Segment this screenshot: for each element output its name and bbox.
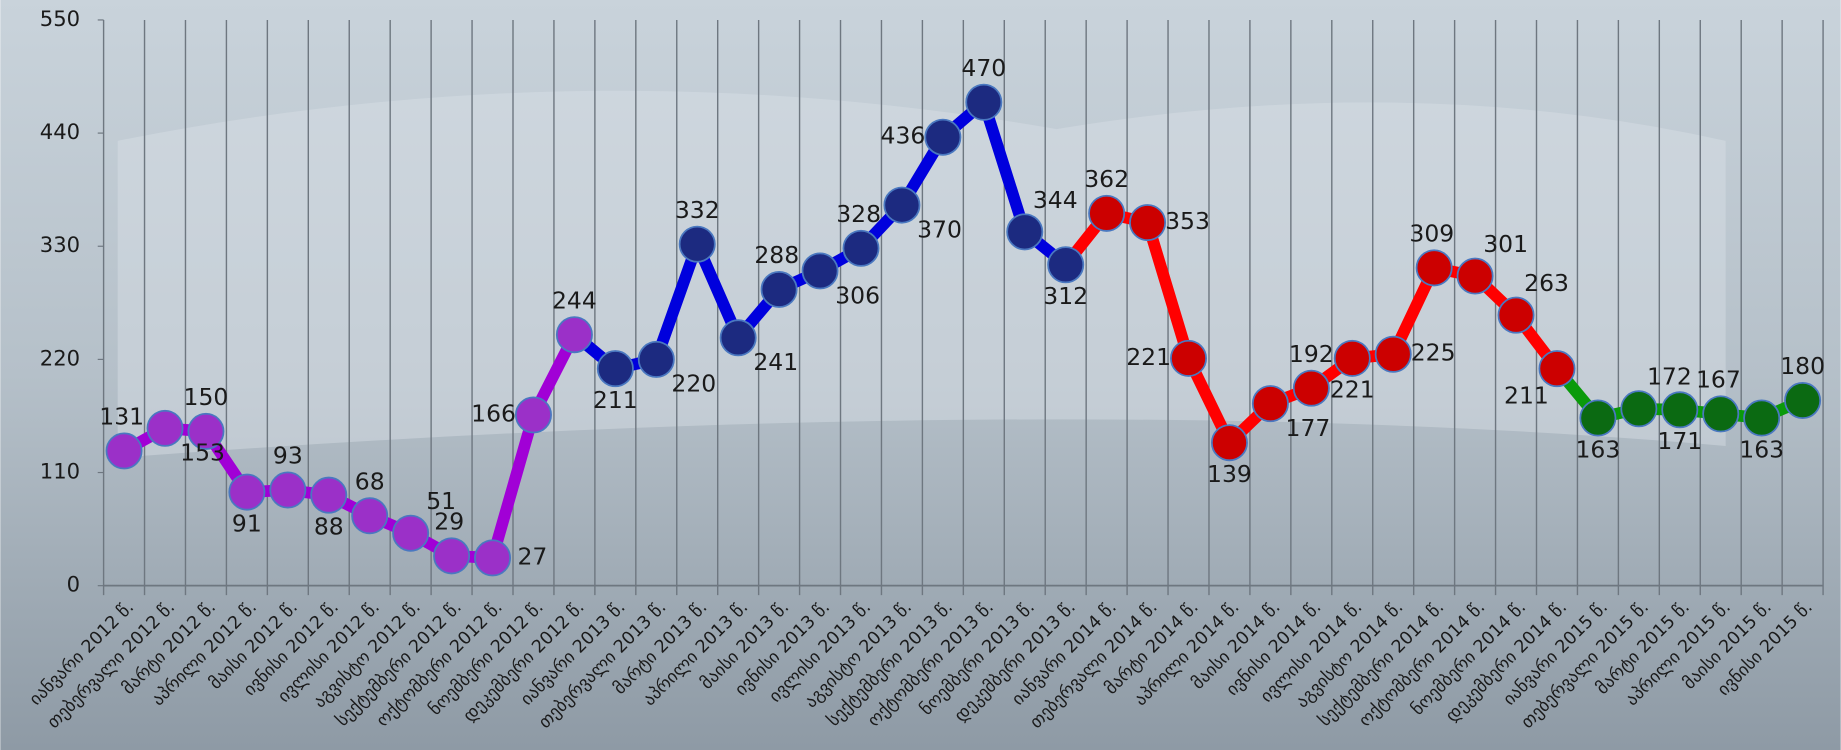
series-line — [614, 96, 1070, 375]
y-tick-label: 550 — [40, 6, 80, 31]
data-label: 344 — [1033, 186, 1078, 214]
marker — [310, 476, 348, 514]
data-label: 288 — [754, 241, 799, 269]
marker — [146, 409, 184, 447]
data-label: 470 — [961, 54, 1006, 82]
data-label: 27 — [517, 542, 547, 570]
marker — [1047, 246, 1085, 284]
marker — [1415, 249, 1453, 287]
marker — [269, 471, 307, 509]
data-label: 301 — [1483, 230, 1528, 258]
marker — [1292, 369, 1330, 407]
marker — [392, 514, 430, 552]
marker — [1702, 395, 1740, 433]
data-label: 244 — [552, 286, 597, 314]
y-tick-label: 110 — [40, 459, 80, 484]
data-label: 166 — [471, 399, 516, 427]
marker — [1579, 399, 1617, 437]
data-label: 51 — [426, 487, 456, 515]
marker — [555, 316, 593, 354]
data-label: 150 — [184, 383, 229, 411]
data-label: 309 — [1409, 219, 1454, 247]
marker — [514, 396, 552, 434]
data-label: 221 — [1126, 343, 1171, 371]
data-label: 436 — [881, 122, 926, 150]
marker — [883, 186, 921, 224]
data-label: 263 — [1524, 269, 1569, 297]
marker — [678, 225, 716, 263]
marker — [1006, 213, 1044, 251]
marker — [474, 539, 512, 577]
marker — [1170, 339, 1207, 377]
data-label: 312 — [1043, 282, 1088, 310]
data-label: 153 — [180, 439, 225, 467]
marker — [228, 473, 266, 511]
marker — [1620, 390, 1658, 428]
data-label: 139 — [1207, 460, 1252, 488]
data-label: 225 — [1411, 339, 1456, 367]
data-label: 211 — [1504, 381, 1549, 409]
data-label: 353 — [1165, 207, 1210, 235]
data-label: 241 — [753, 348, 798, 376]
marker — [1538, 350, 1576, 388]
marker — [1784, 382, 1822, 420]
marker — [719, 319, 757, 357]
marker — [187, 412, 225, 450]
data-label: 362 — [1084, 165, 1129, 193]
marker — [1088, 194, 1126, 232]
data-label: 172 — [1647, 363, 1692, 391]
marker — [1497, 296, 1535, 334]
marker — [1661, 391, 1699, 429]
marker — [924, 118, 962, 156]
data-label: 306 — [835, 281, 880, 309]
marker — [1456, 257, 1494, 295]
marker — [105, 432, 143, 470]
data-label: 192 — [1289, 340, 1334, 368]
data-label: 167 — [1696, 366, 1741, 394]
data-label: 68 — [355, 467, 385, 495]
data-label: 177 — [1286, 414, 1331, 442]
marker — [1251, 385, 1289, 423]
background-building — [117, 90, 1726, 458]
marker — [433, 537, 471, 575]
marker — [760, 270, 798, 308]
data-label: 220 — [671, 370, 716, 398]
data-label: 131 — [99, 403, 144, 431]
marker — [1374, 335, 1412, 373]
marker — [1129, 204, 1167, 242]
marker — [842, 229, 880, 267]
marker — [801, 252, 839, 290]
data-label: 211 — [593, 386, 638, 414]
data-label: 328 — [836, 200, 881, 228]
data-label: 163 — [1739, 435, 1784, 463]
marker — [1333, 339, 1371, 377]
data-label: 29 — [434, 507, 464, 535]
data-label: 91 — [232, 509, 262, 537]
marker — [596, 350, 634, 388]
data-label: 370 — [917, 215, 962, 243]
y-tick-label: 440 — [40, 119, 80, 144]
y-tick-label: 220 — [40, 345, 80, 370]
data-label: 88 — [314, 513, 344, 541]
y-tick-label: 330 — [40, 232, 80, 257]
data-label: 163 — [1576, 435, 1621, 463]
marker — [637, 340, 675, 378]
data-label: 171 — [1657, 427, 1702, 455]
data-label: 180 — [1780, 352, 1825, 380]
data-label: 332 — [675, 196, 720, 224]
data-label: 221 — [1330, 376, 1375, 404]
marker — [1210, 424, 1248, 462]
marker — [1743, 399, 1781, 437]
y-tick-label: 0 — [67, 572, 80, 597]
data-label: 93 — [273, 442, 303, 470]
marker — [351, 497, 389, 535]
marker — [965, 83, 1003, 121]
